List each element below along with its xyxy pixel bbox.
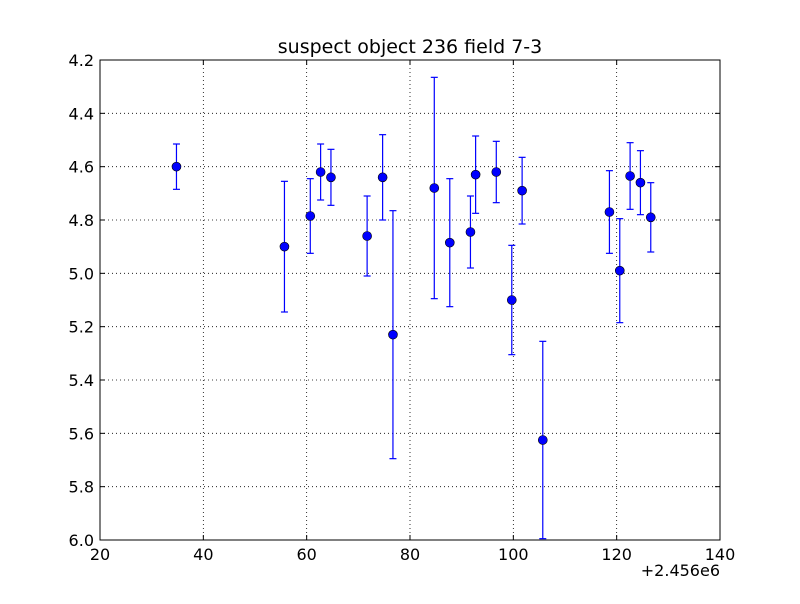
data-point [625, 171, 635, 181]
axis-ticks: 20 40 60 80 100 120 140 4.2 4.4 4.6 4.8 5.0 5.2 5.4 5.… [69, 51, 736, 564]
y-tick-label: 5.2 [69, 318, 94, 337]
y-tick-label: 4.4 [69, 104, 94, 123]
y-tick-label: 5.8 [69, 478, 94, 497]
data-point [537, 435, 548, 445]
data-point [429, 183, 440, 193]
x-tick-label: 40 [193, 545, 213, 564]
data-point [614, 265, 625, 276]
x-tick-label: 80 [400, 545, 420, 564]
x-axis-offset-label: +2.456e6 [641, 561, 720, 580]
y-tick-label: 4.8 [69, 211, 94, 230]
x-tick-label: 120 [601, 545, 632, 564]
x-tick-label: 60 [296, 545, 316, 564]
x-tick-label: 140 [705, 545, 736, 564]
chart-title: suspect object 236 field 7-3 [278, 36, 543, 58]
data-point [645, 212, 656, 223]
data-point [444, 237, 455, 248]
y-tick-label: 5.4 [69, 371, 94, 390]
data-point [604, 207, 615, 217]
y-tick-label: 4.6 [69, 158, 94, 177]
data-point [470, 169, 481, 180]
y-tick-label: 6.0 [69, 531, 94, 550]
data-point [517, 185, 527, 196]
data-point [635, 177, 646, 188]
data-point [326, 172, 336, 183]
data-point [506, 295, 517, 305]
x-tick-label: 100 [498, 545, 529, 564]
y-tick-label: 5.6 [69, 424, 94, 443]
data-point [491, 167, 502, 177]
data-point [377, 172, 388, 183]
x-tick-label: 20 [90, 545, 110, 564]
y-tick-label: 5.0 [69, 264, 94, 283]
data-point [171, 161, 182, 172]
data-point [315, 167, 326, 177]
data-point [279, 241, 290, 252]
data-point [388, 329, 398, 340]
data-series [171, 76, 656, 540]
data-point [362, 231, 372, 241]
data-point [305, 211, 316, 221]
data-point [465, 227, 476, 237]
y-tick-label: 4.2 [69, 51, 94, 70]
